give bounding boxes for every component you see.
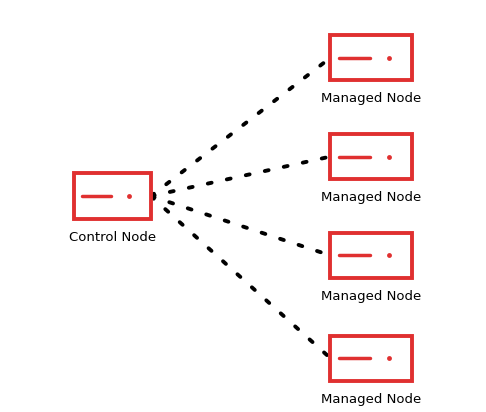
Text: Managed Node: Managed Node bbox=[321, 290, 421, 303]
Bar bbox=[74, 173, 151, 219]
Text: Managed Node: Managed Node bbox=[321, 393, 421, 406]
Text: Managed Node: Managed Node bbox=[321, 92, 421, 105]
Bar bbox=[330, 335, 412, 381]
Bar bbox=[330, 134, 412, 179]
Text: Control Node: Control Node bbox=[69, 231, 156, 244]
Bar bbox=[330, 233, 412, 278]
Text: Managed Node: Managed Node bbox=[321, 191, 421, 204]
Bar bbox=[330, 35, 412, 80]
